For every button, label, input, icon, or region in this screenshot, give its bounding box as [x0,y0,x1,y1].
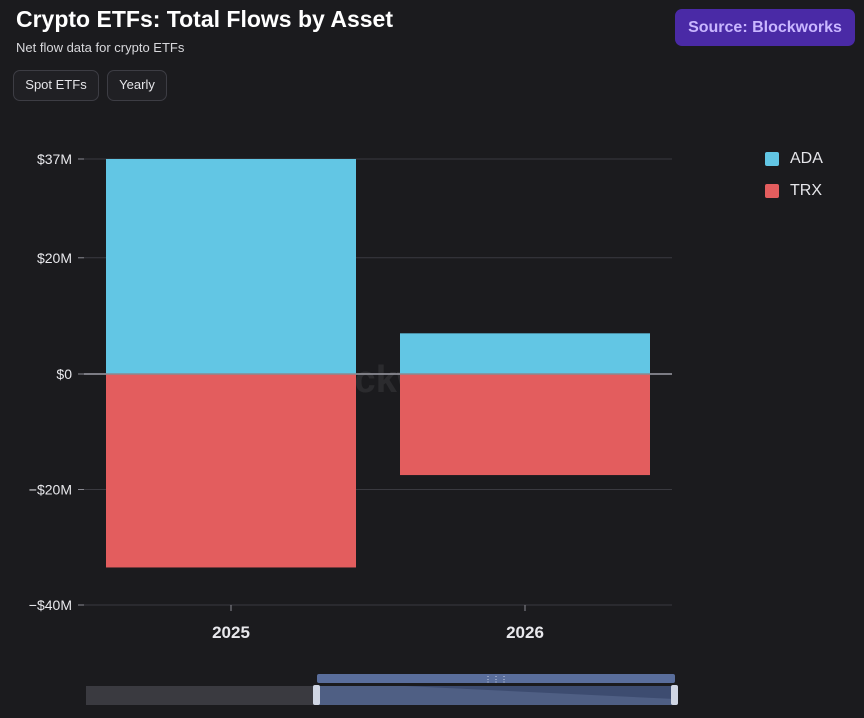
bar-trx-2025[interactable] [106,374,356,568]
x-tick-label: 2026 [506,623,544,642]
filter-yearly[interactable]: Yearly [107,70,167,101]
bars [84,159,672,568]
chart-subtitle: Net flow data for crypto ETFs [16,40,185,55]
legend-label-ada: ADA [790,150,823,167]
x-tick-label: 2025 [212,623,250,642]
slider-left-handle[interactable] [313,685,320,705]
bar-ada-2025[interactable] [106,159,356,374]
filter-spot-etfs[interactable]: Spot ETFs [13,70,99,101]
y-tick-label: $37M [37,151,72,167]
slider-preview-shape [317,686,675,705]
y-tick-label: $20M [37,250,72,266]
source-button[interactable]: Source: Blockworks [675,9,855,46]
drag-grip-icon[interactable]: ⋮⋮⋮ [484,675,508,684]
legend-item-trx[interactable]: TRX [765,182,822,200]
y-tick-label: −$40M [29,597,72,613]
chart-title: Crypto ETFs: Total Flows by Asset [16,6,393,32]
axis-ticks: $37M $20M $0 −$20M −$40M 2025 2026 [29,151,544,642]
legend-swatch-trx [765,184,779,198]
bar-trx-2026[interactable] [400,374,650,476]
y-tick-label: $0 [56,366,72,382]
y-tick-label: −$20M [29,482,72,498]
legend-item-ada[interactable]: ADA [765,150,823,168]
bar-ada-2026[interactable] [400,333,650,374]
slider-track-left [86,686,317,705]
legend-swatch-ada [765,152,779,166]
slider-right-handle[interactable] [671,685,678,705]
legend-label-trx: TRX [790,182,822,199]
zoom-slider[interactable]: ⋮⋮⋮ [86,674,678,705]
slider-handle-bar[interactable] [317,674,675,683]
